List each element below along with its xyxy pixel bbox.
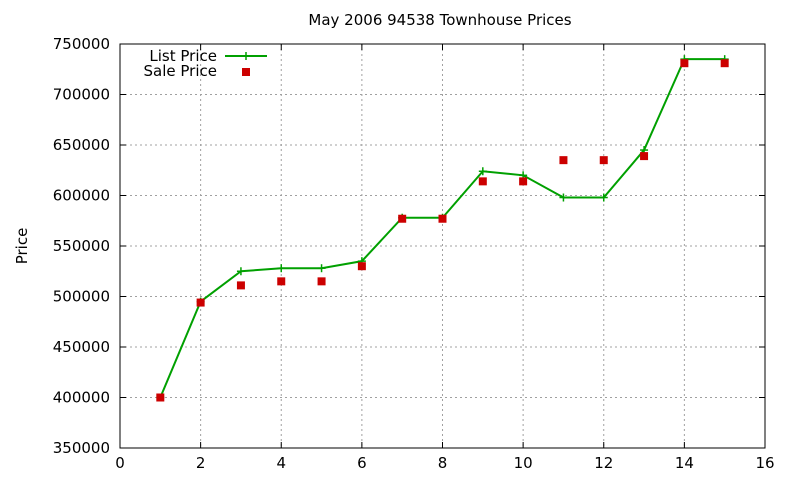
series-layer [156,55,729,402]
sale-price-point [357,262,366,271]
y-tick-label: 650000 [53,136,110,154]
sale-price-point [156,393,165,402]
list-price-point [478,167,487,176]
x-tick-label: 16 [755,454,774,472]
list-price-point [317,264,326,273]
sale-price-point [640,152,649,161]
y-tick-label: 550000 [53,237,110,255]
list-price-point [236,267,245,276]
sale-price-point [720,59,729,68]
grid-lines [120,44,765,448]
sale-price-point [398,214,407,223]
chart-title: May 2006 94538 Townhouse Prices [308,11,572,29]
x-tick-label: 8 [438,454,448,472]
legend-swatch-sale-price [242,68,250,76]
x-tick-label: 14 [675,454,694,472]
list-price-point [559,193,568,202]
x-tick-label: 2 [196,454,206,472]
sale-price-point [236,281,245,290]
y-tick-label: 700000 [53,86,110,104]
y-tick-label: 600000 [53,187,110,205]
sale-price-point [478,177,487,186]
y-tick-label: 400000 [53,389,110,407]
y-tick-label: 450000 [53,338,110,356]
x-tick-label: 6 [357,454,367,472]
sale-price-point [196,298,205,307]
sale-price-point [680,59,689,68]
sale-price-point [559,156,568,165]
legend-label-sale-price: Sale Price [144,62,217,80]
sale-price-point [438,214,447,223]
x-tick-label: 4 [276,454,286,472]
sale-price-point [599,156,608,165]
sale-price-point [277,277,286,286]
axis-ticks: 350000 400000 450000 500000 550000 600000 6500… [53,35,775,472]
list-price-point [599,193,608,202]
list-price-point [277,264,286,273]
x-tick-label: 10 [514,454,533,472]
y-tick-label: 750000 [53,35,110,53]
sale-price-point [317,277,326,286]
x-tick-label: 12 [594,454,613,472]
x-tick-label: 0 [115,454,125,472]
legend-label-list-price: List Price [149,47,217,65]
y-tick-label: 350000 [53,439,110,457]
y-tick-label: 500000 [53,288,110,306]
sale-price-point [519,177,528,186]
